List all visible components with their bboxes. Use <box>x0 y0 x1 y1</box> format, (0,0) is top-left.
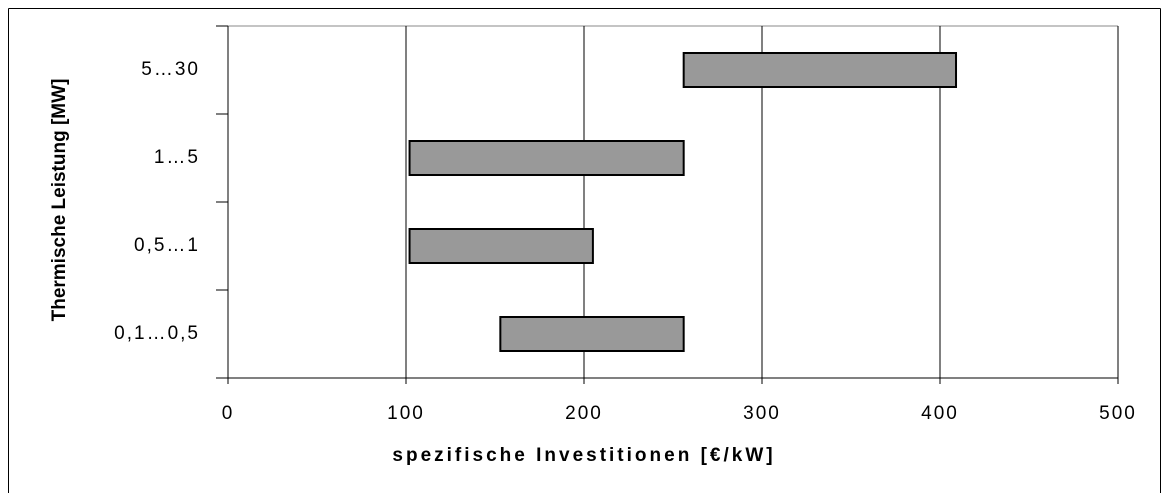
x-axis-title: spezifische Investitionen [€/kW] <box>392 445 775 466</box>
x-tick-label: 300 <box>743 403 781 424</box>
y-tick-label: 1…5 <box>154 147 200 168</box>
x-tick-label: 400 <box>921 403 959 424</box>
y-tick-label: 5…30 <box>141 59 200 80</box>
y-tick-label: 0,5…1 <box>134 235 200 256</box>
y-tick-label: 0,1…0,5 <box>114 323 200 344</box>
x-tick-label: 100 <box>387 403 425 424</box>
x-tick-label: 0 <box>222 403 235 424</box>
bar <box>408 140 685 176</box>
y-axis-title: Thermische Leistung [MW] <box>49 79 70 322</box>
bar <box>682 52 958 88</box>
x-tick-label: 200 <box>565 403 603 424</box>
bar <box>408 228 594 264</box>
bar <box>499 316 685 352</box>
x-tick-label: 500 <box>1099 403 1137 424</box>
